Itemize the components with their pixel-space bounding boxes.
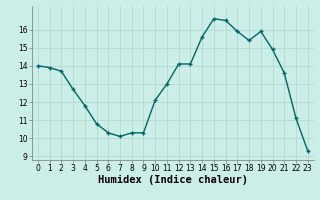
X-axis label: Humidex (Indice chaleur): Humidex (Indice chaleur): [98, 175, 248, 185]
